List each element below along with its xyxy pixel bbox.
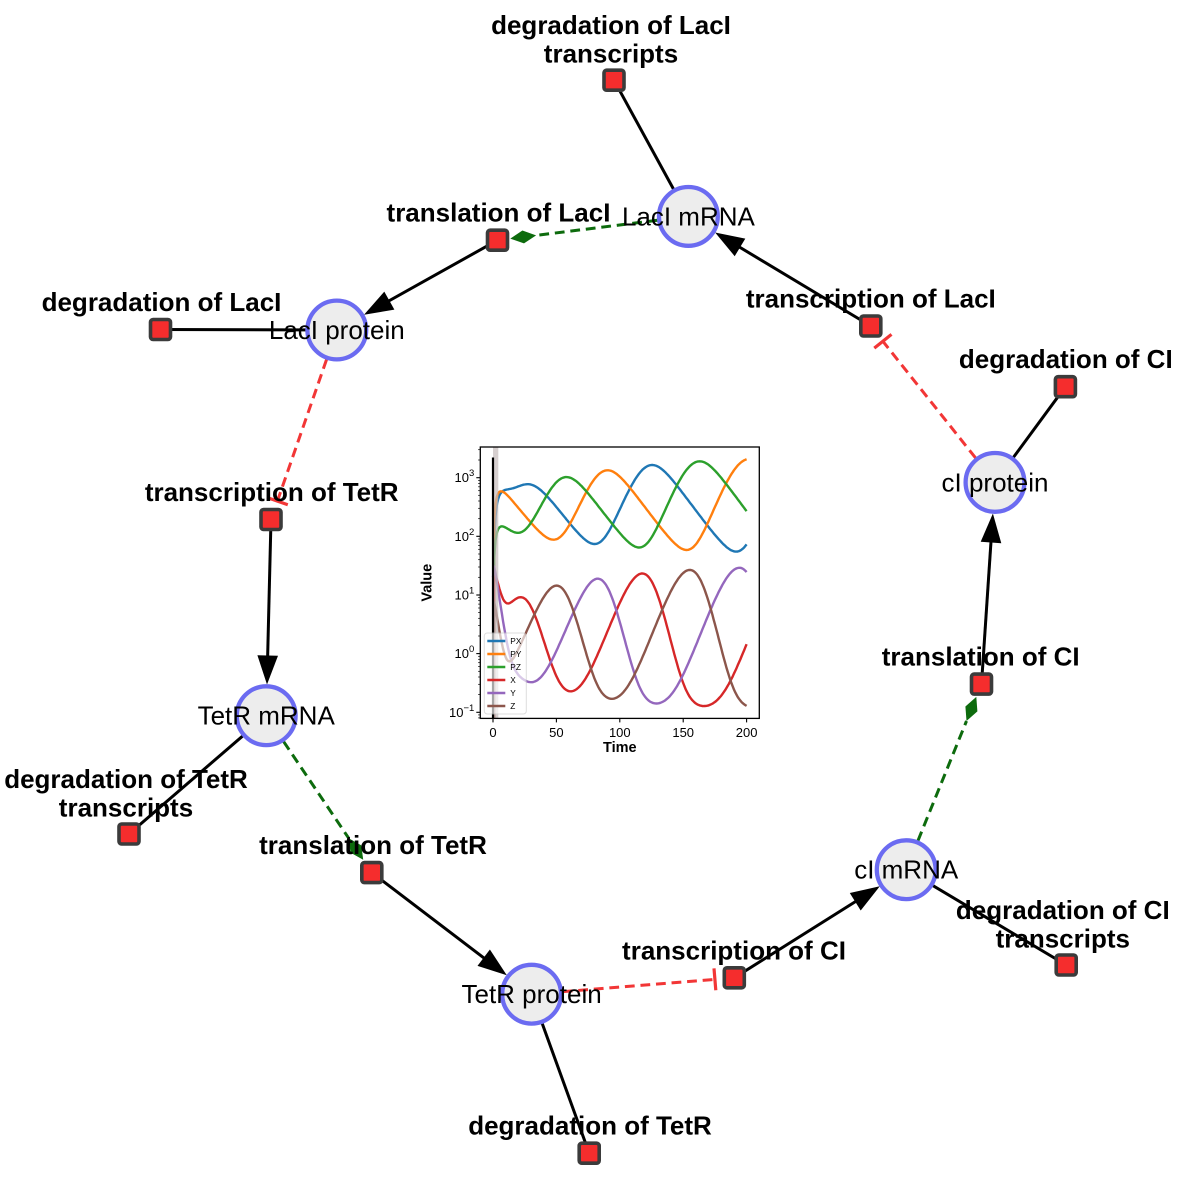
svg-text:PZ: PZ [510,662,521,672]
svg-text:Z: Z [510,701,515,711]
svg-text:TetR protein: TetR protein [462,979,602,1009]
svg-text:transcripts: transcripts [996,924,1130,954]
svg-text:X: X [510,675,516,685]
svg-text:100: 100 [609,725,631,740]
svg-text:transcription of LacI: transcription of LacI [746,284,996,314]
svg-text:degradation of TetR: degradation of TetR [468,1111,712,1141]
svg-text:translation of TetR: translation of TetR [259,830,487,860]
svg-text:cI protein: cI protein [942,467,1049,497]
svg-text:translation of CI: translation of CI [882,642,1080,672]
svg-text:transcription of CI: transcription of CI [622,935,846,965]
svg-text:TetR mRNA: TetR mRNA [198,701,336,731]
svg-text:LacI mRNA: LacI mRNA [622,201,756,231]
svg-text:degradation of TetR: degradation of TetR [4,764,248,794]
svg-text:50: 50 [549,725,563,740]
svg-text:200: 200 [736,725,758,740]
svg-text:degradation of LacI: degradation of LacI [491,10,731,40]
svg-text:PY: PY [510,649,522,659]
svg-text:0: 0 [489,725,496,740]
svg-text:Y: Y [510,688,516,698]
svg-text:LacI protein: LacI protein [269,315,405,345]
svg-text:cI mRNA: cI mRNA [854,855,959,885]
svg-text:degradation of CI: degradation of CI [956,895,1170,925]
svg-text:transcripts: transcripts [544,39,678,69]
svg-text:Time: Time [603,740,637,756]
svg-text:PX: PX [510,636,522,646]
svg-text:transcripts: transcripts [59,793,193,823]
svg-text:translation of LacI: translation of LacI [387,198,611,228]
svg-text:degradation of LacI: degradation of LacI [42,287,282,317]
svg-text:degradation of CI: degradation of CI [959,344,1173,374]
svg-text:transcription of TetR: transcription of TetR [145,477,399,507]
svg-text:150: 150 [672,725,694,740]
svg-text:Value: Value [420,564,436,602]
